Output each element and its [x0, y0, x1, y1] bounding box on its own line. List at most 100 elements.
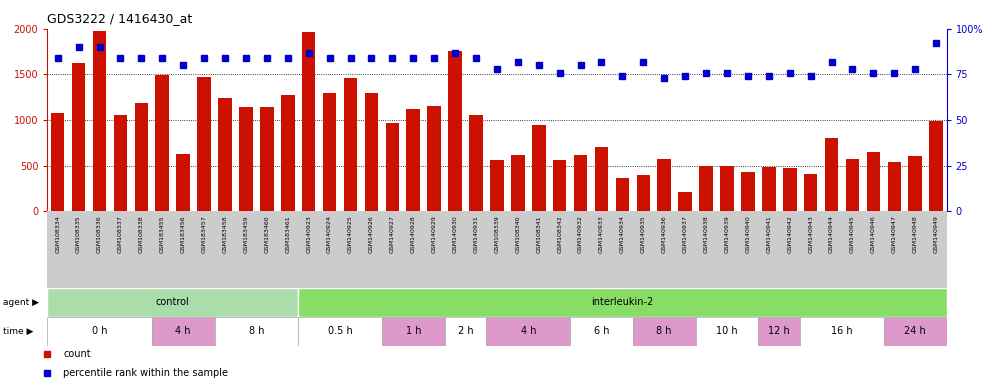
- Bar: [696, 317, 759, 346]
- Text: GSM140946: GSM140946: [871, 215, 876, 253]
- Text: 10 h: 10 h: [716, 326, 738, 336]
- Text: agent ▶: agent ▶: [3, 298, 39, 307]
- Bar: [720, 166, 734, 211]
- Bar: [302, 31, 316, 211]
- Text: GSM140927: GSM140927: [390, 215, 395, 253]
- Bar: [888, 162, 901, 211]
- Bar: [825, 138, 838, 211]
- Text: 8 h: 8 h: [656, 326, 672, 336]
- Bar: [570, 317, 633, 346]
- Text: GSM183460: GSM183460: [265, 215, 270, 253]
- Text: GDS3222 / 1416430_at: GDS3222 / 1416430_at: [47, 12, 193, 25]
- Bar: [884, 317, 947, 346]
- Bar: [532, 126, 545, 211]
- Bar: [929, 121, 943, 211]
- Bar: [574, 155, 587, 211]
- Text: 2 h: 2 h: [458, 326, 473, 336]
- Text: GSM140944: GSM140944: [830, 215, 834, 253]
- Text: GSM108339: GSM108339: [494, 215, 500, 253]
- Text: GSM108342: GSM108342: [557, 215, 562, 253]
- Bar: [298, 288, 947, 317]
- Text: GSM108334: GSM108334: [55, 215, 60, 253]
- Bar: [155, 75, 169, 211]
- Bar: [594, 147, 608, 211]
- Text: GSM140926: GSM140926: [369, 215, 374, 253]
- Bar: [135, 103, 149, 211]
- Bar: [281, 95, 294, 211]
- Bar: [867, 152, 881, 211]
- Bar: [47, 288, 298, 317]
- Text: GSM183455: GSM183455: [159, 215, 164, 253]
- Text: GSM140940: GSM140940: [746, 215, 751, 253]
- Text: GSM140947: GSM140947: [892, 215, 896, 253]
- Bar: [51, 113, 65, 211]
- Bar: [215, 317, 298, 346]
- Bar: [152, 317, 215, 346]
- Text: GSM108338: GSM108338: [139, 215, 144, 253]
- Text: GSM140933: GSM140933: [599, 215, 604, 253]
- Text: GSM140929: GSM140929: [432, 215, 437, 253]
- Bar: [469, 114, 483, 211]
- Text: percentile rank within the sample: percentile rank within the sample: [63, 368, 228, 378]
- Text: 16 h: 16 h: [831, 326, 853, 336]
- Bar: [427, 106, 441, 211]
- Text: 0.5 h: 0.5 h: [328, 326, 352, 336]
- Bar: [239, 107, 253, 211]
- Text: GSM140928: GSM140928: [410, 215, 416, 253]
- Text: 4 h: 4 h: [175, 326, 191, 336]
- Text: GSM140923: GSM140923: [306, 215, 311, 253]
- Text: GSM108341: GSM108341: [536, 215, 541, 253]
- Text: GSM140949: GSM140949: [934, 215, 939, 253]
- Bar: [386, 123, 400, 211]
- Text: GSM108336: GSM108336: [97, 215, 102, 253]
- Bar: [553, 160, 567, 211]
- Bar: [490, 160, 504, 211]
- Bar: [804, 174, 818, 211]
- Text: 12 h: 12 h: [769, 326, 790, 336]
- Text: GSM140942: GSM140942: [787, 215, 792, 253]
- Bar: [700, 166, 712, 211]
- Text: GSM183461: GSM183461: [285, 215, 290, 253]
- Text: GSM140937: GSM140937: [683, 215, 688, 253]
- Bar: [678, 192, 692, 211]
- Text: GSM140925: GSM140925: [348, 215, 353, 253]
- Text: GSM108337: GSM108337: [118, 215, 123, 253]
- Text: interleukin-2: interleukin-2: [591, 297, 653, 308]
- Text: GSM108340: GSM108340: [516, 215, 521, 253]
- Text: GSM140936: GSM140936: [662, 215, 667, 253]
- Text: 1 h: 1 h: [405, 326, 421, 336]
- Bar: [657, 159, 671, 211]
- Text: 4 h: 4 h: [521, 326, 536, 336]
- Text: control: control: [155, 297, 190, 308]
- Text: 0 h: 0 h: [92, 326, 107, 336]
- Bar: [800, 317, 884, 346]
- Text: 6 h: 6 h: [593, 326, 609, 336]
- Bar: [637, 175, 650, 211]
- Bar: [365, 93, 378, 211]
- Bar: [741, 172, 755, 211]
- Bar: [908, 156, 922, 211]
- Bar: [759, 317, 800, 346]
- Text: GSM183459: GSM183459: [243, 215, 248, 253]
- Bar: [92, 31, 106, 211]
- Text: GSM140935: GSM140935: [641, 215, 646, 253]
- Bar: [633, 317, 696, 346]
- Bar: [176, 154, 190, 211]
- Bar: [486, 317, 570, 346]
- Bar: [218, 98, 232, 211]
- Bar: [783, 168, 796, 211]
- Bar: [323, 93, 337, 211]
- Text: GSM140938: GSM140938: [704, 215, 708, 253]
- Bar: [762, 167, 775, 211]
- Text: GSM183456: GSM183456: [181, 215, 186, 253]
- Text: GSM140924: GSM140924: [327, 215, 332, 253]
- Text: GSM140931: GSM140931: [473, 215, 478, 253]
- Bar: [72, 63, 86, 211]
- Text: GSM183457: GSM183457: [202, 215, 207, 253]
- Text: GSM108335: GSM108335: [76, 215, 81, 253]
- Bar: [445, 317, 486, 346]
- Text: GSM140932: GSM140932: [578, 215, 584, 253]
- Bar: [343, 78, 357, 211]
- Text: GSM140934: GSM140934: [620, 215, 625, 253]
- Bar: [449, 51, 461, 211]
